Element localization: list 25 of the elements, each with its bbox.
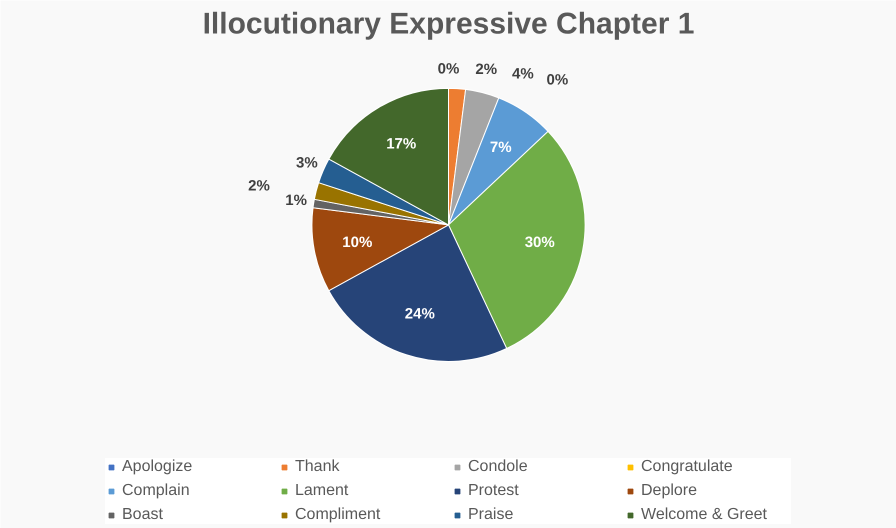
- data-label: 24%: [404, 306, 435, 323]
- legend-label: Compliment: [295, 506, 382, 524]
- data-label: 17%: [386, 136, 416, 153]
- legend-label: Welcome & Greet: [641, 506, 768, 524]
- data-label: 3%: [296, 154, 318, 172]
- legend-label: Complain: [122, 482, 191, 500]
- legend-label: Boast: [122, 506, 164, 524]
- legend-label: Apologize: [122, 458, 194, 476]
- text: 0%: [438, 60, 460, 78]
- legend-label: Protest: [468, 482, 520, 500]
- data-label: 30%: [524, 234, 555, 251]
- legend-label: Praise: [468, 506, 514, 524]
- text: 0%: [546, 71, 568, 88]
- data-label: 1%: [285, 192, 307, 210]
- chart-title: Illocutionary Expressive Chapter 1: [202, 8, 694, 40]
- legend-label: Congratulate: [641, 458, 734, 476]
- legend-label: Condole: [468, 458, 529, 476]
- legend-label: Deplore: [641, 482, 698, 500]
- legend-label: Thank: [295, 458, 340, 476]
- data-label: 2%: [475, 60, 498, 78]
- data-label: 7%: [490, 138, 512, 156]
- data-label: 2%: [248, 178, 270, 195]
- data-label: 4%: [512, 65, 534, 82]
- legend-label: Lament: [295, 482, 350, 500]
- data-label: 10%: [342, 234, 372, 251]
